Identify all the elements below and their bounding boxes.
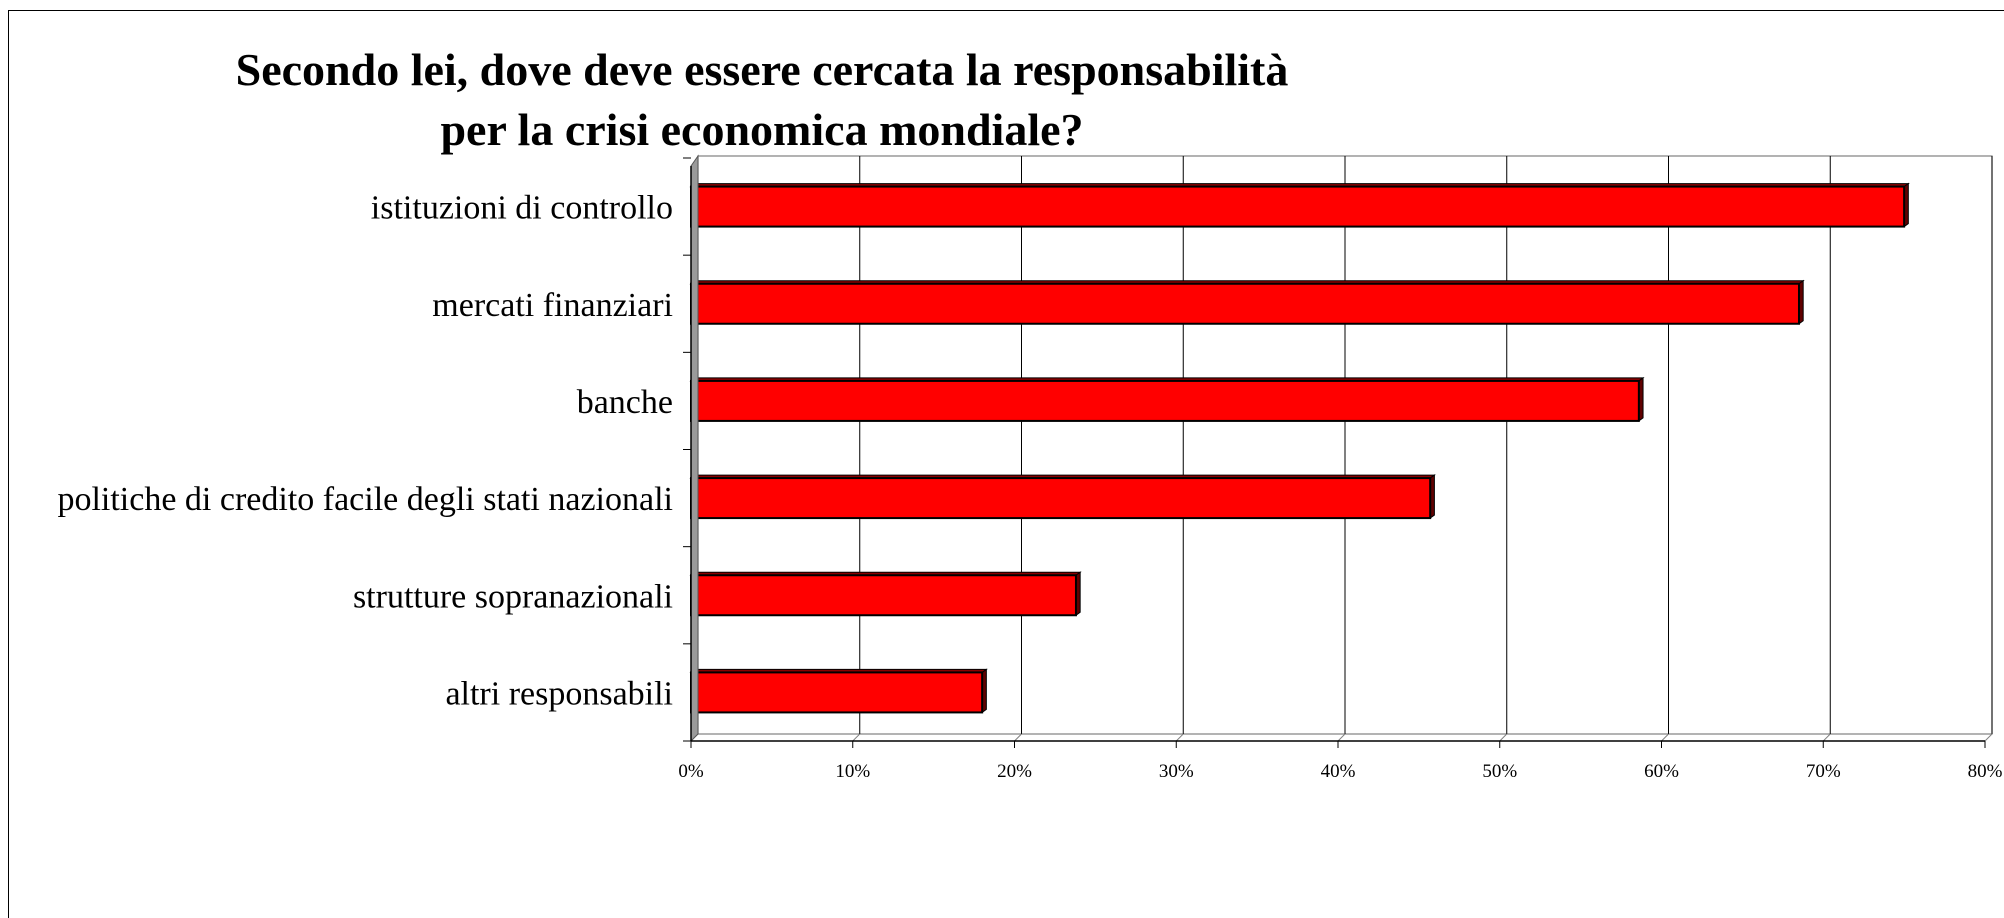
bars: [689, 182, 1910, 714]
gridline-floor: [1175, 733, 1184, 742]
x-tick-label: 60%: [1644, 761, 1679, 782]
category-label: altri responsabili: [445, 675, 673, 712]
gridline-floor: [1822, 733, 1831, 742]
axes: [683, 154, 1986, 748]
gridline-floor: [1984, 733, 1993, 742]
category-label: banche: [577, 384, 673, 421]
y-axis-wall: [690, 154, 699, 743]
x-tick-label: 0%: [678, 761, 704, 782]
category-label: strutture sopranazionali: [353, 578, 673, 615]
category-label: istituzioni di controllo: [371, 190, 673, 227]
bar: [689, 376, 1645, 422]
x-tick-label: 20%: [997, 761, 1032, 782]
gridline-floor: [1337, 733, 1346, 742]
bar: [689, 474, 1436, 520]
bar: [689, 182, 1910, 228]
chart-title: Secondo lei, dove deve essere cercata la…: [235, 44, 1289, 155]
x-tick-label: 70%: [1806, 761, 1841, 782]
x-tick-label: 40%: [1321, 761, 1356, 782]
category-label: mercati finanziari: [432, 287, 673, 324]
x-tick-label: 10%: [835, 761, 870, 782]
x-tick-label: 80%: [1968, 761, 2003, 782]
x-tick-label: 30%: [1159, 761, 1194, 782]
gridlines: [852, 156, 1993, 742]
category-labels: istituzioni di controllo mercati finanzia…: [57, 190, 673, 713]
gridline-floor: [852, 733, 861, 742]
gridline-floor: [1014, 733, 1022, 742]
bar: [689, 279, 1805, 325]
bar: [689, 668, 988, 714]
gridline-floor: [1499, 733, 1508, 742]
x-tick-labels: 0% 10% 20% 30% 40% 50% 60% 70% 80%: [678, 761, 2002, 782]
category-label: politiche di credito facile degli stati …: [57, 481, 673, 518]
bar: [689, 571, 1082, 617]
gridline-floor: [1661, 733, 1669, 742]
x-tick-label: 50%: [1482, 761, 1517, 782]
